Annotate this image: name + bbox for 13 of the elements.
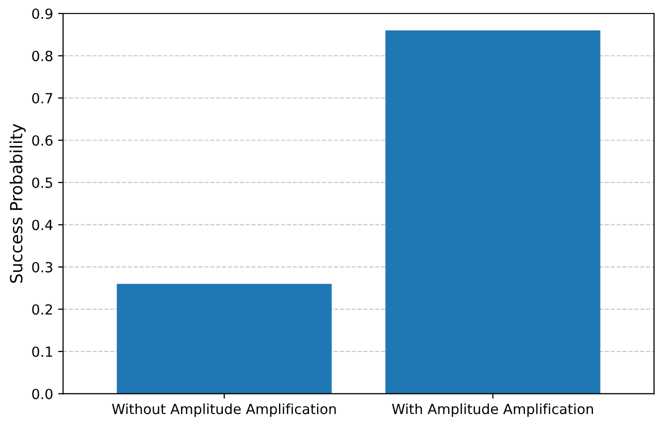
- y-tick-label: 0.8: [32, 50, 52, 62]
- y-tick-label: 0.4: [32, 220, 53, 230]
- y-tick-label: 0.5: [32, 177, 52, 188]
- y-tick-label: 0.2: [32, 304, 52, 315]
- y-tick-label: 0.9: [32, 8, 52, 19]
- y-tick-label: 0.3: [32, 262, 52, 272]
- y-tick-label: 0.1: [32, 346, 52, 357]
- y-tick-label: 0.0: [32, 388, 52, 400]
- x-tick-label: Without Amplitude Amplification: [112, 403, 336, 417]
- x-tick-label: With Amplitude Amplification: [392, 403, 593, 417]
- y-tick-label: 0.7: [32, 92, 52, 104]
- y-tick-label: 0.6: [32, 135, 52, 146]
- y-axis-title: Success Probability: [10, 124, 26, 283]
